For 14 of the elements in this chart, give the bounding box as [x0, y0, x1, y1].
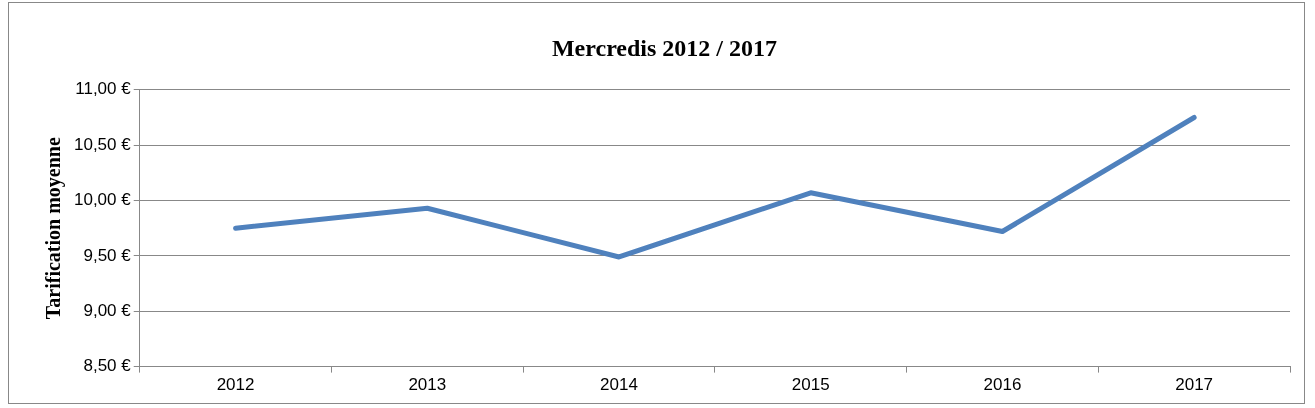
y-tick-label: 9,50 €	[83, 245, 132, 265]
y-tick-label: 10,50 €	[73, 134, 132, 154]
y-tick-label: 11,00 €	[75, 79, 132, 99]
x-tick-label: 2015	[791, 375, 830, 395]
x-tick-label: 2016	[983, 375, 1022, 395]
x-tick-label: 2017	[1175, 375, 1214, 395]
y-tick-label: 9,00 €	[83, 300, 132, 320]
y-tick-label: 10,00 €	[73, 190, 132, 210]
x-tick-label: 2014	[600, 375, 638, 395]
x-tick-label: 2013	[408, 375, 447, 395]
y-tick-label: 8,50 €	[83, 356, 132, 376]
y-axis-title: Tarification moyenne	[42, 137, 66, 320]
x-tick-label: 2012	[216, 375, 255, 395]
chart-title: Mercredis 2012 / 2017	[551, 34, 778, 61]
